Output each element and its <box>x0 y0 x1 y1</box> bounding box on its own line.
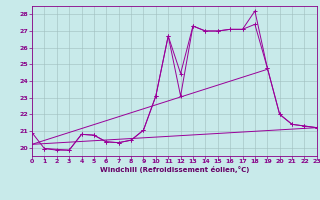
X-axis label: Windchill (Refroidissement éolien,°C): Windchill (Refroidissement éolien,°C) <box>100 166 249 173</box>
